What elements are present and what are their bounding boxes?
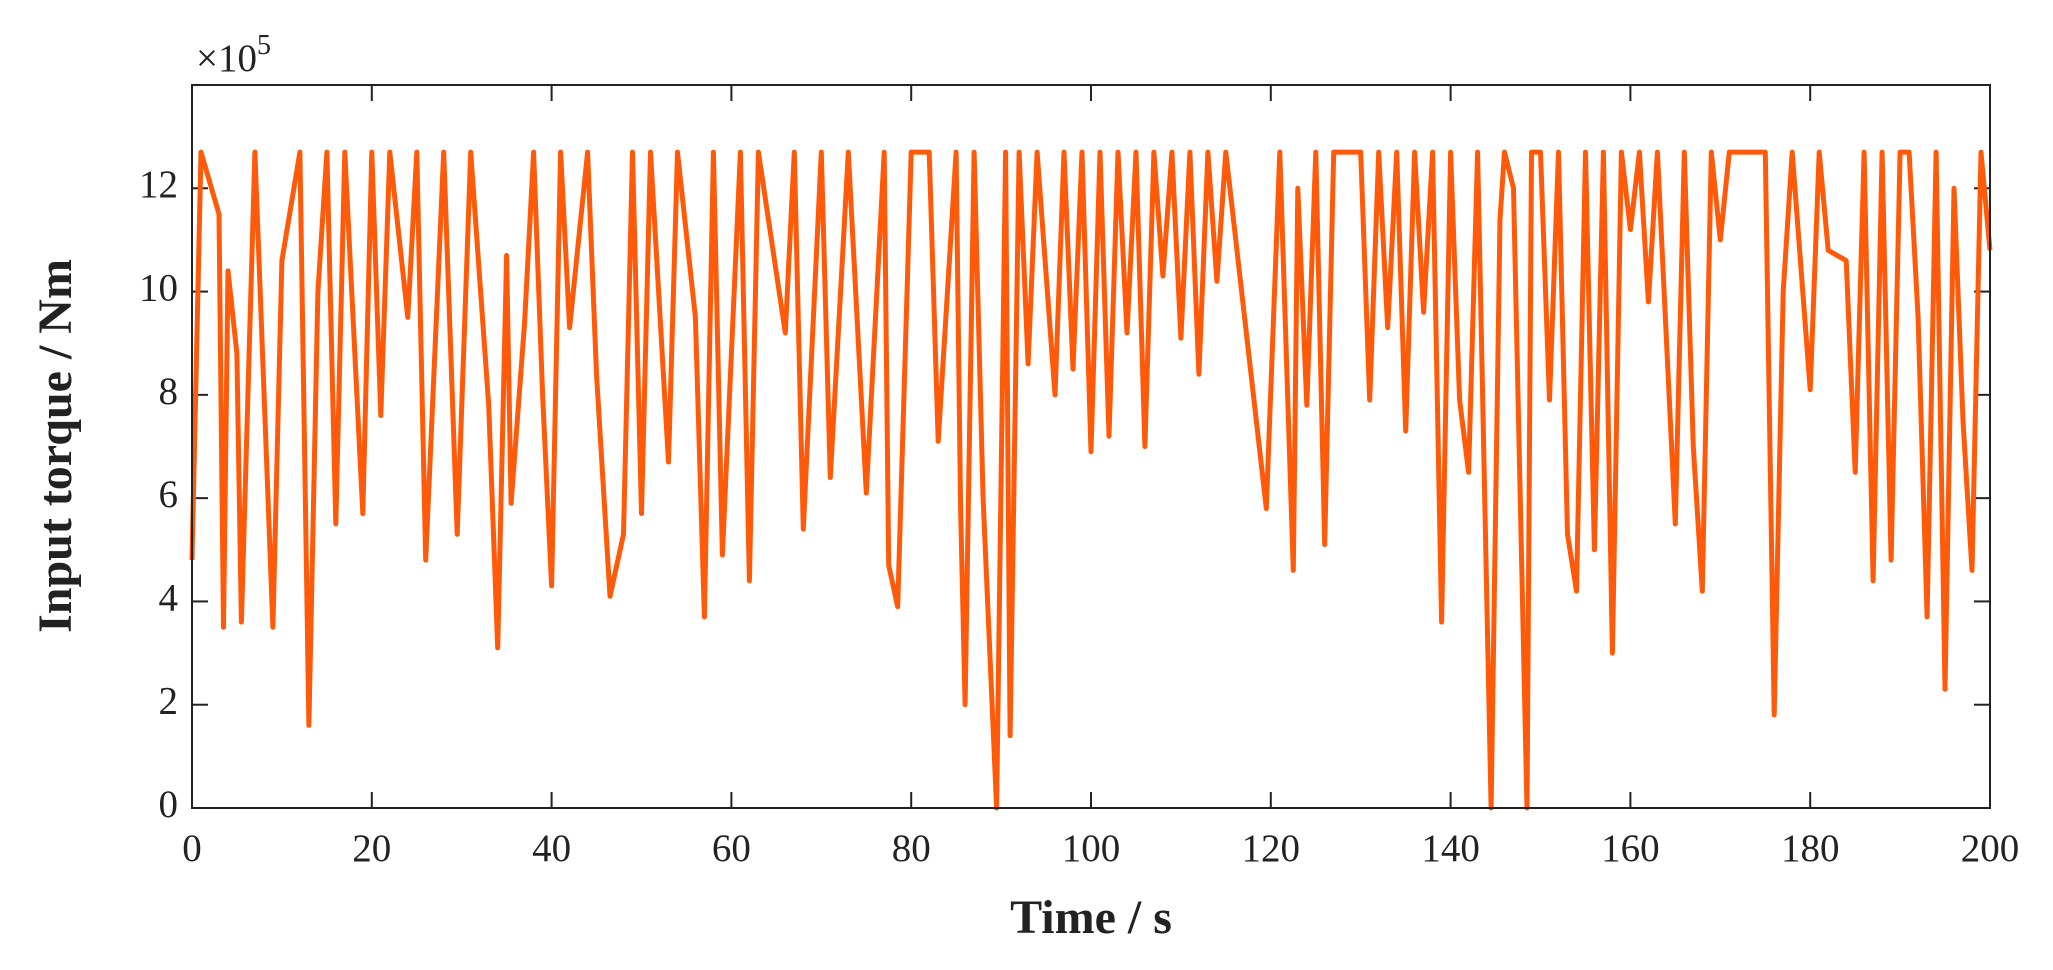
x-tick-label: 140 (1421, 827, 1480, 870)
y-tick-label: 4 (159, 576, 179, 619)
y-tick-label: 0 (159, 783, 179, 826)
data-line (189, 149, 1993, 811)
y-tick-label: 6 (159, 473, 179, 516)
x-tick-label: 200 (1961, 827, 2020, 870)
x-tick-label: 0 (182, 827, 202, 870)
x-tick-label: 20 (352, 827, 391, 870)
y-multiplier: ×105 (196, 30, 271, 80)
plot-frame (191, 84, 1991, 809)
multiplier-base: ×10 (196, 37, 257, 80)
x-tick-label: 40 (532, 827, 571, 870)
x-tick-label: 60 (712, 827, 751, 870)
x-tick-label: 120 (1242, 827, 1301, 870)
multiplier-exponent: 5 (257, 30, 271, 61)
y-axis-label: Input torque / Nm (29, 259, 82, 633)
y-tick-label: 12 (139, 163, 178, 206)
x-tick-label: 80 (892, 827, 931, 870)
y-tick-label: 2 (159, 680, 179, 723)
y-tick-label: 10 (139, 267, 178, 310)
x-tick-label: 160 (1601, 827, 1660, 870)
x-tick-label: 100 (1062, 827, 1121, 870)
y-tick-label: 8 (159, 370, 179, 413)
x-tick-label: 180 (1781, 827, 1840, 870)
x-axis-label: Time / s (1010, 891, 1172, 944)
